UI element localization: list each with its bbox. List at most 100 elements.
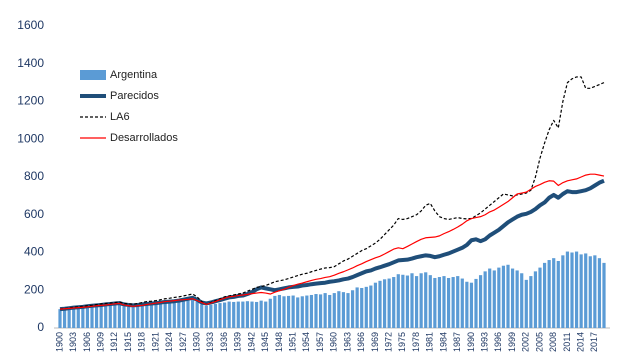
bar bbox=[218, 303, 222, 328]
x-tick-label: 1966 bbox=[356, 332, 366, 352]
bar bbox=[396, 274, 400, 328]
x-tick-label: 1906 bbox=[82, 332, 92, 352]
bar bbox=[341, 292, 346, 328]
bar bbox=[72, 307, 76, 328]
bar bbox=[259, 300, 263, 328]
bar bbox=[428, 275, 432, 328]
bar bbox=[515, 270, 519, 328]
x-tick-label: 1912 bbox=[109, 332, 119, 352]
bar bbox=[524, 279, 528, 328]
bar bbox=[533, 271, 538, 328]
line bbox=[59, 173, 605, 310]
bar bbox=[81, 305, 85, 328]
x-tick-label: 1948 bbox=[274, 332, 284, 352]
bar bbox=[332, 293, 336, 328]
bar bbox=[538, 267, 542, 328]
bar bbox=[113, 303, 117, 328]
x-tick-label: 1957 bbox=[315, 332, 325, 352]
bar bbox=[140, 305, 144, 328]
bar bbox=[122, 306, 126, 328]
bar bbox=[131, 307, 135, 328]
bar bbox=[328, 294, 332, 328]
x-tick-label: 2014 bbox=[576, 332, 586, 352]
bar bbox=[154, 303, 158, 328]
x-tick-label: 1951 bbox=[288, 332, 298, 352]
y-tick-label: 1000 bbox=[17, 131, 44, 145]
bar bbox=[309, 294, 314, 328]
bar bbox=[570, 252, 574, 328]
bar bbox=[190, 300, 195, 328]
bar bbox=[232, 301, 236, 328]
x-tick-label: 1924 bbox=[164, 332, 174, 352]
bar bbox=[94, 303, 99, 328]
x-tick-label: 1978 bbox=[411, 332, 421, 352]
bar bbox=[296, 297, 300, 328]
x-tick-label: 2017 bbox=[589, 332, 599, 352]
bar bbox=[177, 301, 181, 328]
bar bbox=[300, 296, 304, 328]
y-tick-label: 800 bbox=[24, 169, 44, 183]
bar bbox=[85, 305, 90, 328]
bar bbox=[584, 253, 588, 328]
x-tick-label: 1936 bbox=[219, 332, 229, 352]
bar bbox=[510, 268, 515, 328]
bar bbox=[433, 277, 437, 328]
x-tick-label: 1999 bbox=[507, 332, 517, 352]
bar bbox=[158, 303, 163, 328]
x-tick-label: 1969 bbox=[370, 332, 380, 352]
bar bbox=[460, 278, 464, 328]
y-tick-label: 0 bbox=[37, 320, 44, 334]
x-tick-label: 2005 bbox=[534, 332, 544, 352]
bar bbox=[282, 296, 286, 328]
bar bbox=[492, 270, 496, 328]
bar bbox=[350, 290, 355, 328]
bar bbox=[168, 301, 172, 328]
bar bbox=[478, 275, 483, 328]
y-tick-label: 1600 bbox=[17, 18, 44, 32]
bar bbox=[552, 258, 556, 328]
bar bbox=[424, 272, 428, 328]
x-tick-label: 1915 bbox=[123, 332, 133, 352]
bar bbox=[236, 301, 240, 328]
bar bbox=[401, 274, 405, 328]
x-tick-label: 1975 bbox=[397, 332, 407, 352]
bar bbox=[556, 260, 560, 328]
bar bbox=[305, 295, 309, 328]
bar bbox=[227, 301, 231, 328]
bar bbox=[145, 304, 149, 328]
bar bbox=[181, 301, 186, 328]
y-tick-label: 600 bbox=[24, 207, 44, 221]
bar bbox=[163, 302, 167, 328]
bar bbox=[588, 256, 592, 328]
bar bbox=[497, 267, 501, 328]
bar bbox=[414, 276, 419, 328]
bar bbox=[405, 275, 410, 328]
bar bbox=[250, 301, 254, 328]
bar bbox=[419, 273, 423, 328]
bar bbox=[58, 309, 62, 328]
bar bbox=[597, 258, 602, 328]
bar bbox=[241, 301, 245, 328]
bar bbox=[360, 287, 364, 328]
bar bbox=[437, 277, 442, 328]
bar bbox=[172, 302, 176, 328]
bar bbox=[410, 273, 414, 328]
legend-label: Desarrollados bbox=[110, 132, 178, 144]
bar bbox=[446, 277, 451, 328]
bar bbox=[506, 264, 510, 328]
bar bbox=[565, 251, 570, 328]
x-tick-label: 1942 bbox=[246, 332, 256, 352]
bar bbox=[474, 278, 478, 328]
bar bbox=[501, 265, 506, 328]
bar bbox=[529, 276, 533, 328]
bar bbox=[99, 303, 103, 328]
y-tick-label: 1400 bbox=[17, 56, 44, 70]
bar bbox=[245, 301, 250, 328]
x-tick-label: 1918 bbox=[137, 332, 147, 352]
x-tick-label: 2002 bbox=[521, 332, 531, 352]
x-tick-label: 1981 bbox=[425, 332, 435, 352]
bar bbox=[268, 298, 272, 328]
bar bbox=[62, 308, 67, 328]
bar bbox=[483, 271, 487, 328]
